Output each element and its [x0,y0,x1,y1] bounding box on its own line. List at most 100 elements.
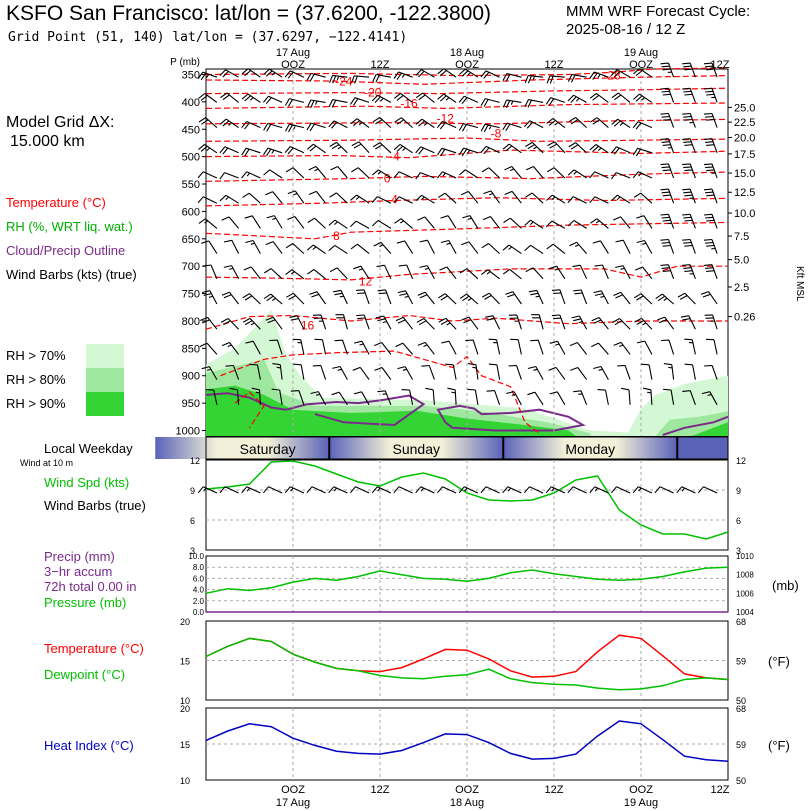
wind-barb [377,390,392,406]
rh-legend-80-label: RH > 80% [6,372,66,387]
weekday-segment [503,437,678,459]
weekday-bar: Saturday Sunday Monday [155,436,729,460]
temperature-contour-label: -24 [335,75,353,89]
wind-barb [703,238,718,254]
wind-barb [440,239,457,254]
wind-barb [262,95,283,105]
wind-barb [617,364,631,380]
wind-barb [632,147,653,157]
weekday-segment [677,437,728,459]
wind-barb [306,99,326,109]
temperature-contour-label: 4 [391,192,398,206]
wind-barb [525,166,544,179]
wind-barb [481,292,500,305]
wind-barb [415,486,435,494]
time-tick-label: 12Z [371,59,390,71]
wind-barb [371,94,392,103]
wind-barb [660,264,675,279]
wind-barb [242,192,261,204]
wind-barb [503,217,522,229]
wind-barb [249,363,261,380]
panel-temperature-label: Temperature (°C) [44,641,144,656]
wind-barb [415,69,435,78]
wind-barb [396,240,414,254]
wind-ytick-right: 6 [736,516,741,526]
temp-ytick-left: 20 [180,617,190,627]
wind-barb [242,293,261,305]
wind-barb [223,239,240,254]
wind-ytick-left: 6 [190,516,195,526]
wind-barb [221,341,240,355]
heat-ytick-right: 59 [736,740,746,750]
local-weekday-label: Local Weekday [44,441,133,456]
wind-barb [263,122,283,132]
temperature-contour-label: 12 [359,275,373,289]
wind-barb [567,196,587,204]
rh-legend-90-swatch [86,392,124,416]
wind-barb [314,338,327,355]
legend-rh: RH (%, WRT liq. wat.) [6,219,133,234]
wind-barb [523,486,544,494]
wind-barb [271,388,283,405]
rh-legend-80-swatch [86,368,124,392]
heat-index-panel: 20 68 15 59 10 50 (°F) [180,704,790,786]
temperature-isotherm [205,118,729,125]
wind-barb [393,71,413,80]
wind-barb [636,340,653,355]
wind-barb [310,391,327,406]
wind-barb [632,121,653,130]
panel-precip-label: Precip (mm) [44,549,115,564]
wind-barb [459,68,479,78]
wind-barb [284,486,305,494]
wind-barb [375,315,392,330]
wind-barb [241,68,261,78]
wind-barb [459,293,479,305]
wind-barb [306,122,326,132]
pressure-axis-label: P (mb) [170,57,200,68]
wind-barb [398,264,414,280]
wind-barb [682,62,696,78]
wind-barb [220,92,239,103]
wind-barb [458,486,479,494]
wind-barb [704,314,718,330]
temp-ytick-left: 10 [180,696,190,706]
wind-barb [306,244,326,255]
wind-barb [633,68,653,78]
panel-heat-index-label: Heat Index (°C) [44,738,134,753]
wind-barb [307,268,326,280]
wind-barb [705,338,718,355]
temperature-isotherm [205,314,728,330]
wind-barb [682,264,696,279]
wind-barb [223,265,240,280]
wind-barb [287,190,305,204]
wind-barb [545,220,566,229]
wind-barb [395,342,414,355]
heat-index-line [205,720,729,763]
wind-barb [241,171,261,179]
wind-barb [333,289,348,305]
precip-ytick: 8.0 [193,563,205,572]
wind-barb [569,341,588,355]
wind-barb [589,71,609,80]
wind-barb [198,93,218,103]
wind-barb [703,62,718,78]
wind-barb [376,264,392,280]
wind-barb [242,317,261,330]
wind-barb [440,215,457,229]
rh-legend-90-label: RH > 90% [6,396,66,411]
wind-barb [245,239,261,254]
wind-barb [505,291,522,305]
wind-barb [221,291,240,305]
wind-barb [569,241,588,254]
wind-barb [198,218,218,229]
precip-ytick: 0.0 [193,608,205,617]
wind-barb [682,390,696,405]
wind-barb [425,387,435,405]
wind-barb [312,364,327,380]
wind-barb [591,316,609,330]
wind-barb [329,267,348,280]
time-tick-label: OOZ [629,784,653,796]
time-tick-date: 19 Aug [624,797,658,809]
wind-barb [401,389,414,405]
